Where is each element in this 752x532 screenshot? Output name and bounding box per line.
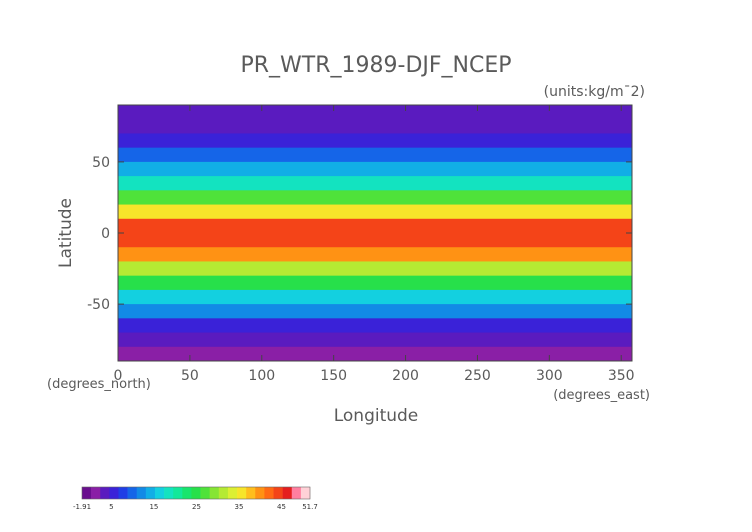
colorbar-swatch [282, 487, 293, 499]
colorbar-swatch [264, 487, 274, 499]
colorbar-tick-label: -1.91 [73, 503, 91, 511]
chart-title: PR_WTR_1989-DJF_NCEP [240, 53, 511, 78]
field-band [118, 133, 632, 149]
colorbar-tick-label: 35 [235, 503, 244, 511]
plot-area [118, 105, 632, 362]
x-tick-label: 300 [536, 368, 563, 384]
colorbar-tick-label: 15 [149, 503, 158, 511]
colorbar-tick-label: 51.7 [302, 503, 318, 511]
field-band [118, 204, 632, 220]
colorbar-swatch [100, 487, 110, 499]
colorbar-tick-label: 5 [109, 503, 113, 511]
colorbar-swatch [291, 487, 302, 499]
field-band [118, 247, 632, 262]
x-tick-label: 250 [464, 368, 491, 384]
field-band [118, 346, 632, 362]
colorbar-swatch [145, 487, 156, 499]
colorbar-tick-label: 25 [192, 503, 201, 511]
y-unit-label: (degrees_north) [47, 377, 151, 392]
x-tick-label: 100 [248, 368, 275, 384]
field-band [118, 190, 632, 206]
colorbar-swatch [209, 487, 220, 499]
colorbar-swatch [200, 487, 210, 499]
colorbar-tick-label: 45 [277, 503, 286, 511]
field-band [118, 275, 632, 291]
field-band [118, 161, 632, 177]
colorbar-swatch [154, 487, 165, 499]
colorbar-swatch [82, 487, 92, 499]
y-tick-label: 50 [92, 155, 110, 171]
colorbar-swatch [246, 487, 256, 499]
colorbar-swatch [182, 487, 192, 499]
colorbar-swatch [127, 487, 138, 499]
colorbar-swatch [164, 487, 174, 499]
colorbar-swatch [191, 487, 201, 499]
x-axis: 0 50 100 150 200 250 300 350 [114, 105, 635, 384]
colorbar-swatch [173, 487, 183, 499]
colorbar-swatch [255, 487, 265, 499]
y-axis-label: Latitude [56, 198, 76, 268]
x-unit-label: (degrees_east) [553, 388, 650, 403]
y-tick-label: -50 [87, 297, 110, 313]
field-band [118, 119, 632, 134]
x-tick-label: 200 [392, 368, 419, 384]
y-tick-label: 0 [101, 226, 110, 242]
colorbar-swatch [136, 487, 147, 499]
colorbar-swatch [218, 487, 229, 499]
colorbar-swatch [109, 487, 119, 499]
colorbar: -1.91 5 15 25 35 45 51.7 [73, 486, 318, 511]
x-axis-label: Longitude [334, 406, 419, 426]
colorbar-swatch [300, 487, 311, 499]
field-band [118, 233, 632, 248]
field-band [118, 289, 632, 305]
colorbar-frame [81, 486, 311, 500]
colorbar-swatch [237, 487, 247, 499]
y-axis: 50 0 -50 [87, 155, 632, 313]
field-band [118, 332, 632, 348]
field-band [118, 176, 632, 191]
field-band [118, 105, 632, 120]
field-band [118, 147, 632, 163]
field-band [118, 261, 632, 277]
x-tick-label: 150 [320, 368, 347, 384]
colorbar-swatch [273, 487, 283, 499]
field-band [118, 318, 632, 334]
colorbar-swatch [118, 487, 128, 499]
colorbar-swatch [227, 487, 238, 499]
units-label: (units:kg/m¯2) [544, 84, 645, 100]
x-tick-label: 0 [114, 368, 123, 384]
x-tick-label: 50 [181, 368, 199, 384]
colorbar-swatch [91, 487, 101, 499]
field-band [118, 304, 632, 319]
x-tick-label: 350 [608, 368, 635, 384]
field-band [118, 218, 632, 234]
